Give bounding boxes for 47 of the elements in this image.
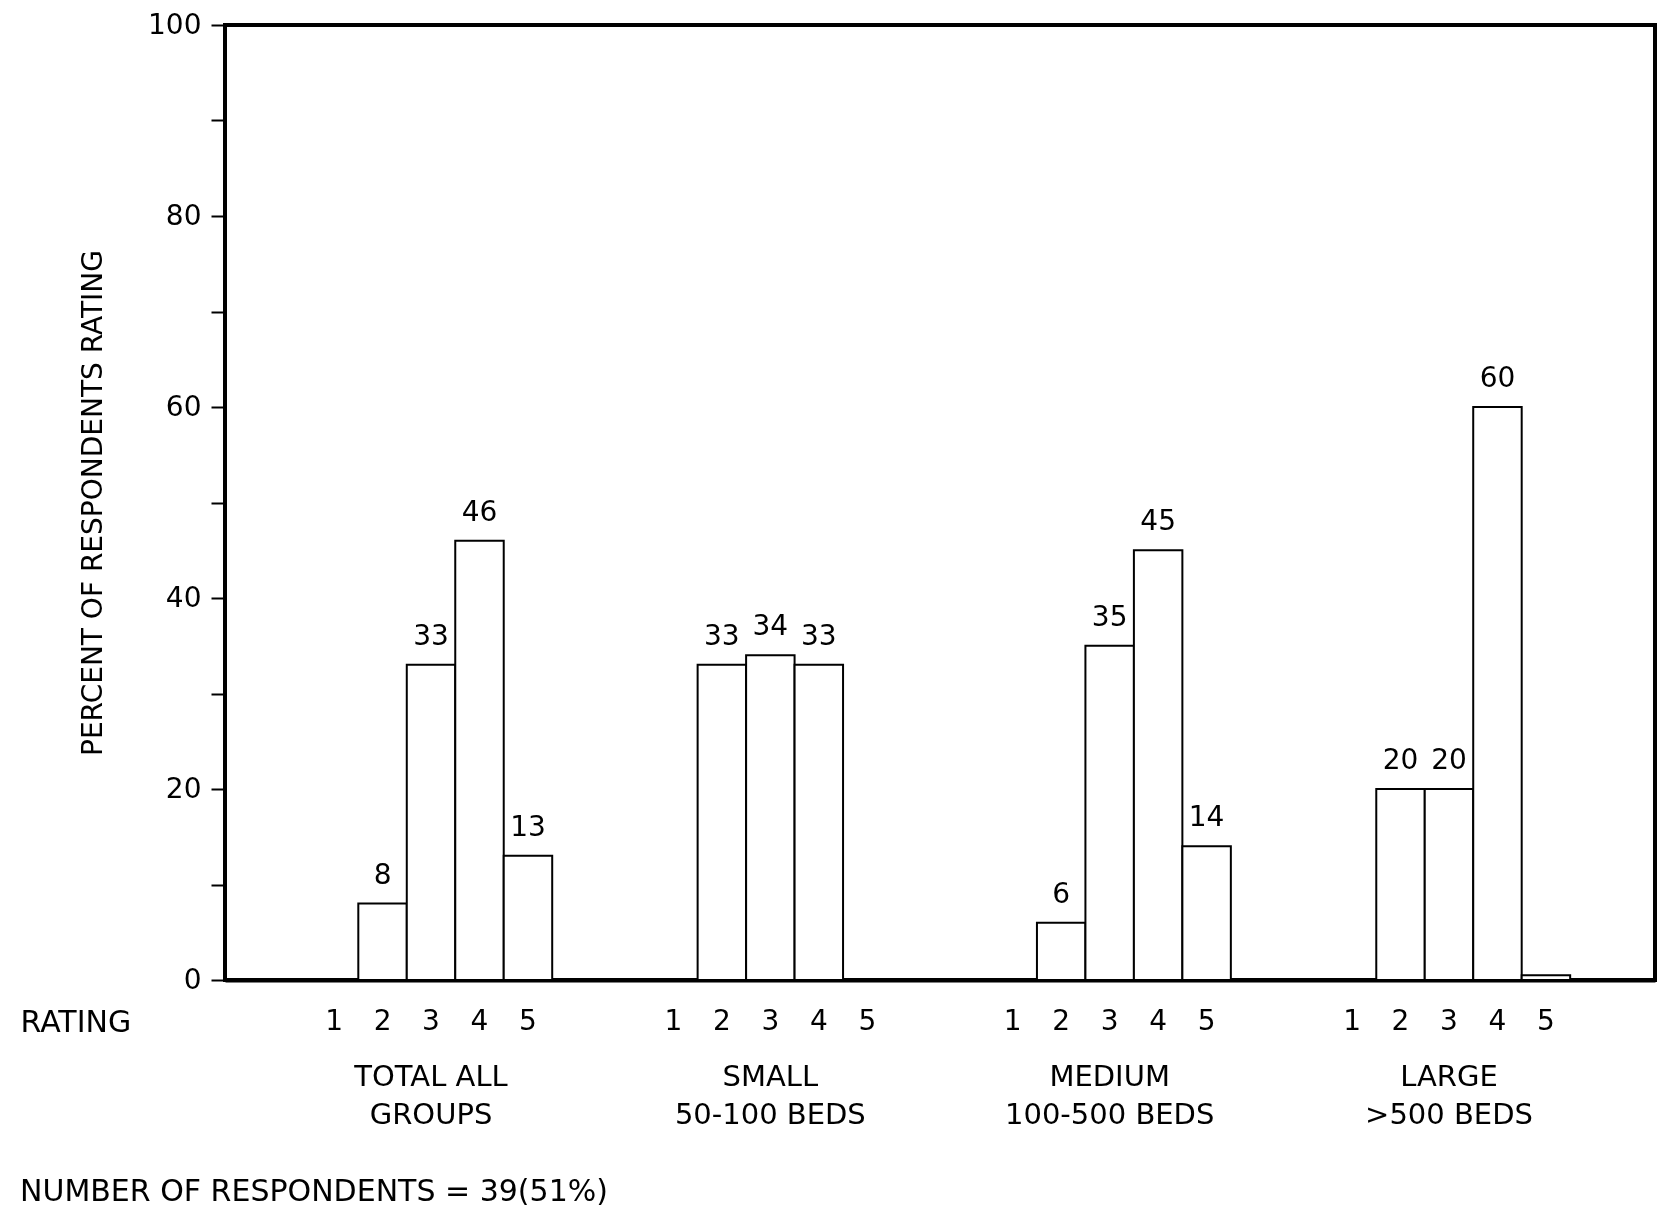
text: 2	[712, 1004, 731, 1037]
text: 3	[1100, 1004, 1119, 1037]
text: 5	[1197, 1004, 1216, 1037]
series-label: 5	[519, 1004, 537, 1037]
text: 1	[325, 1004, 343, 1037]
y-axis-title: PERCENT OF RESPONDENTS RATING	[76, 250, 110, 756]
data-label: 8	[373, 857, 392, 891]
data-label: 60	[1479, 361, 1516, 394]
text: 3	[761, 1004, 780, 1037]
text: NUMBER OF RESPONDENTS = 39(51%)	[20, 1173, 608, 1208]
text: 5	[858, 1004, 877, 1037]
text: 4	[1488, 1004, 1507, 1037]
text: 2	[1052, 1004, 1071, 1037]
x-tick-label: LARGE >500 BEDS	[1365, 1058, 1533, 1131]
text: 3	[1440, 1004, 1458, 1037]
x-tick-label: TOTAL ALL GROUPS	[353, 1058, 508, 1131]
data-label: 33	[704, 618, 740, 652]
series-label: 4	[470, 1004, 489, 1037]
data-label: 13	[510, 809, 546, 843]
y-tick-label: 60	[165, 389, 202, 423]
x-axis-title: RATING	[20, 1003, 132, 1039]
data-label: 14	[1188, 800, 1225, 834]
x-tick-label: SMALL 50-100 BEDS	[674, 1058, 866, 1131]
data-label: 20	[1431, 743, 1467, 776]
data-label: 33	[413, 618, 449, 652]
text: 4	[1149, 1004, 1168, 1037]
data-label: 20	[1382, 743, 1419, 776]
data-label: 6	[1052, 876, 1071, 910]
text: 1	[664, 1004, 683, 1037]
text: 5	[1537, 1004, 1555, 1037]
text: 1	[1343, 1004, 1361, 1037]
y-tick-label: 20	[165, 771, 202, 805]
series-label: 2	[373, 1004, 392, 1037]
data-label: 35	[1091, 599, 1128, 633]
y-tick-label: 0	[183, 962, 202, 996]
data-label: 34	[752, 609, 789, 643]
y-tick-label: 80	[165, 198, 202, 232]
data-label: 46	[461, 494, 498, 528]
series-label: 3	[422, 1004, 440, 1037]
x-tick-label: MEDIUM 100-500 BEDS	[1004, 1058, 1215, 1131]
data-label: 45	[1140, 504, 1176, 538]
data-label: 33	[800, 618, 837, 652]
text: 1	[1003, 1004, 1022, 1037]
y-tick-label: 100	[148, 7, 202, 41]
text: 2	[1391, 1004, 1410, 1037]
y-tick-label: 40	[165, 580, 202, 614]
text: 4	[809, 1004, 828, 1037]
